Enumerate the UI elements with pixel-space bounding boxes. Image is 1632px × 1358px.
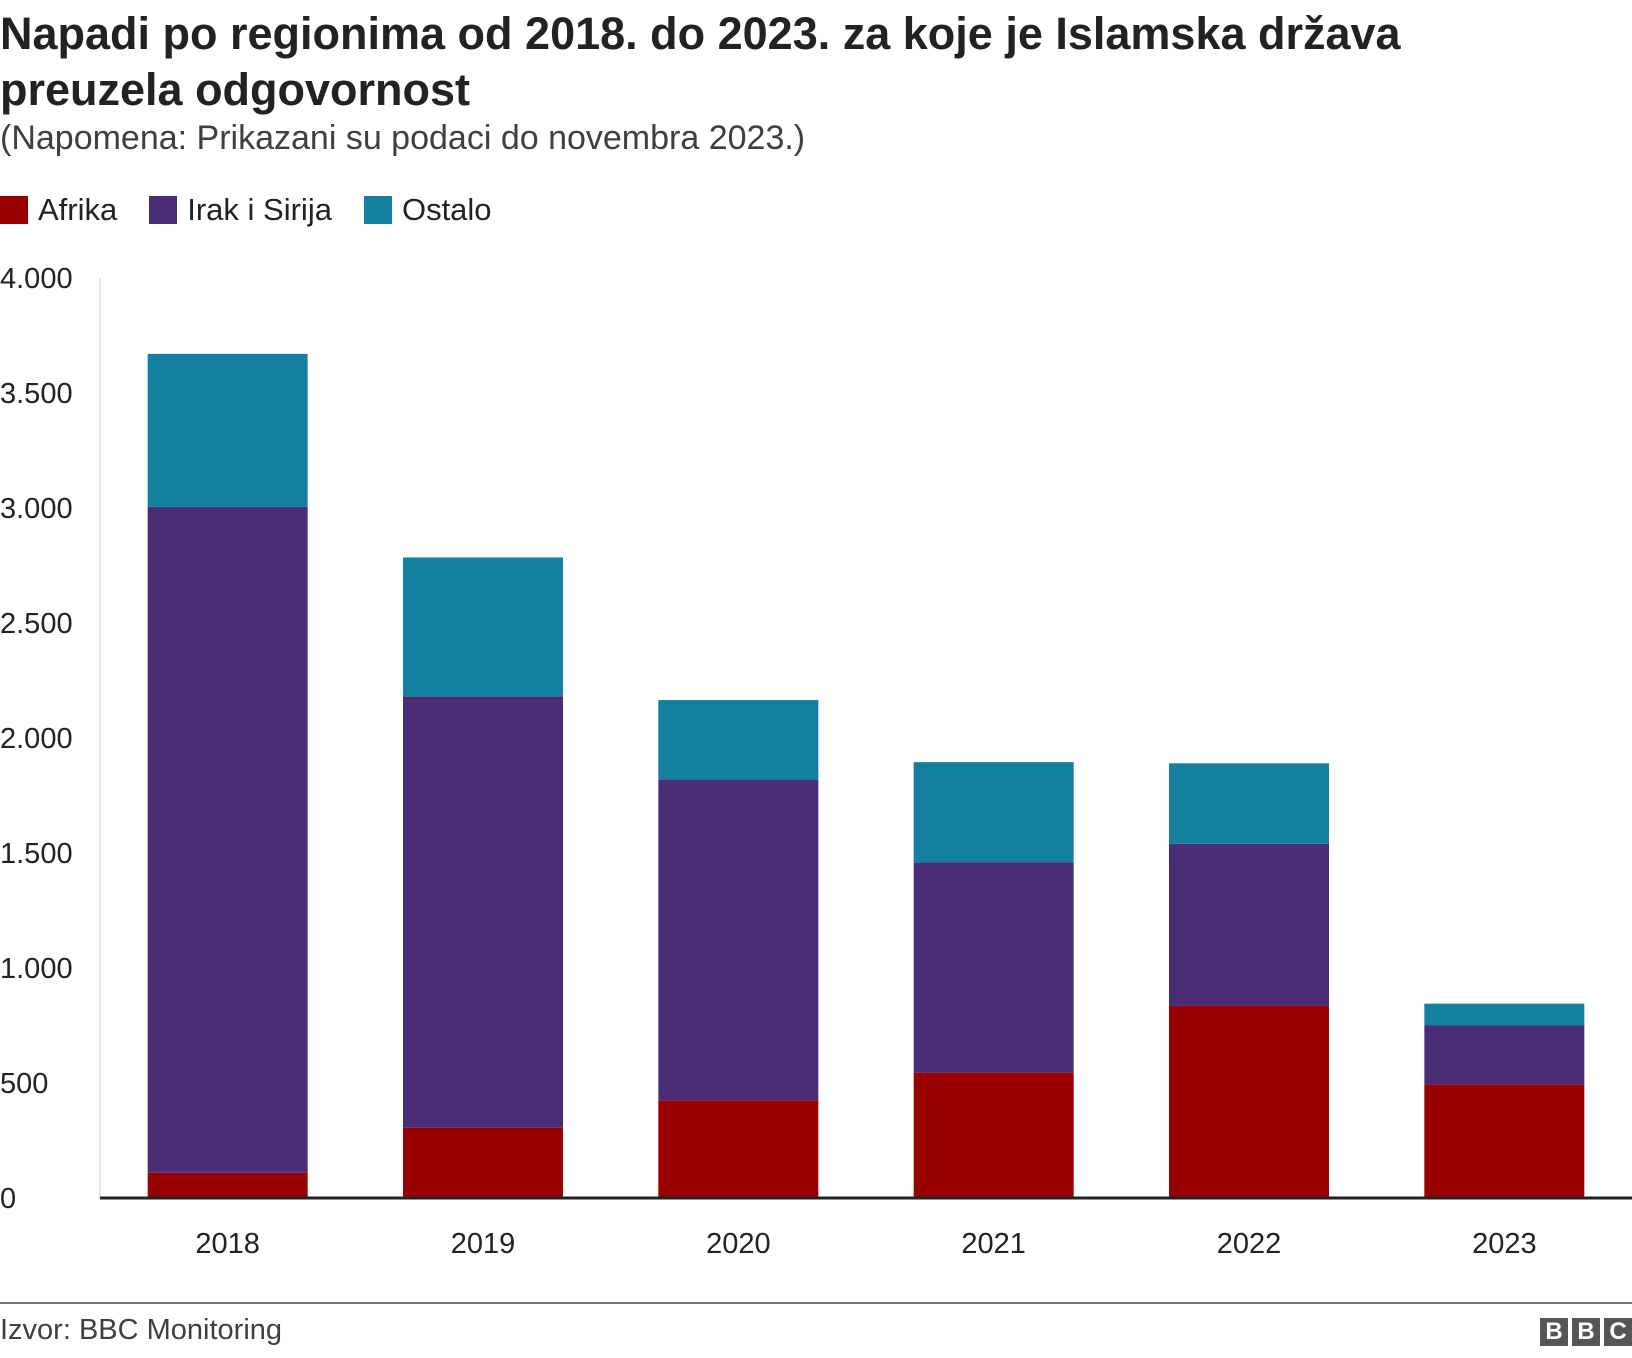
y-tick-label: 1.000 — [0, 953, 73, 985]
y-tick-label: 500 — [0, 1068, 48, 1100]
bbc-logo-letter: B — [1540, 1318, 1568, 1346]
footer-divider — [0, 1302, 1632, 1304]
legend-item-irak-i-sirija: Irak i Sirija — [149, 192, 332, 228]
y-tick-label: 2.500 — [0, 608, 73, 640]
legend-swatch-ostalo — [363, 196, 392, 224]
bar-irak-i-sirija-2021 — [913, 862, 1074, 1073]
bar-ostalo-2019 — [403, 557, 563, 697]
bar-irak-i-sirija-2020 — [658, 779, 819, 1101]
bar-ostalo-2020 — [658, 700, 819, 780]
y-tick-label: 3.000 — [0, 493, 73, 525]
bbc-logo-letter: C — [1604, 1318, 1632, 1346]
x-tick-label: 2019 — [451, 1228, 516, 1260]
chart-subtitle: (Napomena: Prikazani su podaci do novemb… — [0, 119, 806, 157]
x-tick-label: 2018 — [195, 1228, 260, 1260]
bar-irak-i-sirija-2022 — [1169, 843, 1329, 1006]
bar-irak-i-sirija-2018 — [147, 506, 308, 1173]
bar-ostalo-2018 — [147, 353, 308, 507]
bar-irak-i-sirija-2019 — [403, 696, 563, 1128]
legend-item-ostalo: Ostalo — [363, 192, 492, 228]
chart-title: Napadi po regionima od 2018. do 2023. za… — [0, 8, 1401, 115]
legend-swatch-afrika — [0, 196, 28, 224]
bar-afrika-2019 — [403, 1127, 563, 1198]
bar-irak-i-sirija-2023 — [1424, 1025, 1585, 1085]
y-tick-label: 2.000 — [0, 723, 73, 755]
legend-swatch-irak-i-sirija — [149, 196, 178, 224]
x-tick-label: 2022 — [1217, 1228, 1282, 1260]
bar-ostalo-2022 — [1169, 763, 1329, 844]
bar-ostalo-2021 — [913, 762, 1074, 863]
y-tick-label: 1.500 — [0, 838, 73, 870]
bar-afrika-2018 — [147, 1172, 308, 1198]
source-note: Izvor: BBC Monitoring — [0, 1314, 283, 1346]
y-tick-label: 0 — [0, 1183, 16, 1215]
bbc-logo-letter: B — [1572, 1318, 1600, 1346]
legend: Afrika Irak i Sirija Ostalo — [0, 192, 524, 228]
x-tick-label: 2020 — [706, 1228, 771, 1260]
bar-afrika-2021 — [913, 1072, 1074, 1198]
legend-label-irak-i-sirija: Irak i Sirija — [187, 192, 332, 227]
x-tick-label: 2021 — [961, 1228, 1026, 1260]
legend-label-afrika: Afrika — [38, 192, 118, 227]
bbc-logo: B B C — [1536, 1318, 1632, 1346]
y-tick-label: 4.000 — [0, 263, 73, 295]
y-tick-label: 3.500 — [0, 378, 73, 410]
stacked-bar-chart: 0 500 1.000 1.500 2.000 2.500 3.000 3.500 4.000 2… — [0, 263, 1632, 1260]
legend-label-ostalo: Ostalo — [401, 192, 492, 227]
legend-item-afrika: Afrika — [0, 192, 117, 228]
x-tick-label: 2023 — [1472, 1228, 1537, 1260]
bar-afrika-2022 — [1169, 1005, 1329, 1198]
bar-afrika-2020 — [658, 1100, 819, 1198]
bar-afrika-2023 — [1424, 1084, 1585, 1198]
bar-ostalo-2023 — [1424, 1003, 1585, 1026]
